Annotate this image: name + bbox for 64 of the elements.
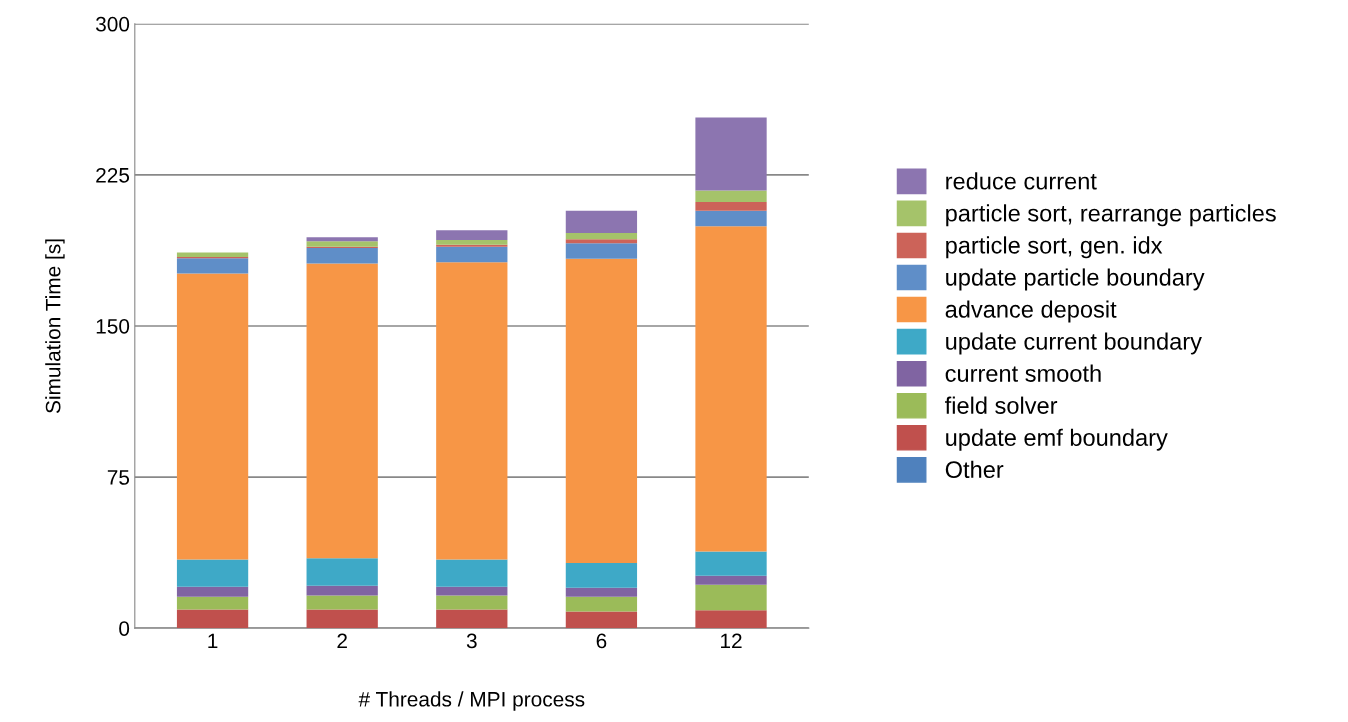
- bar: [565, 587, 638, 597]
- bar: [306, 609, 378, 629]
- bar: [436, 230, 508, 240]
- bar: [436, 262, 508, 560]
- bar: [565, 563, 638, 588]
- bar: [565, 258, 638, 564]
- bar: [695, 551, 767, 576]
- bar: [176, 258, 249, 274]
- x-axis-title: # Threads / MPI process: [358, 691, 585, 711]
- bar: [306, 558, 378, 586]
- bar: [306, 248, 378, 264]
- bar: [306, 263, 378, 559]
- x-tick-label: 6: [596, 633, 607, 649]
- bar: [436, 609, 508, 629]
- bar: [176, 559, 249, 587]
- bar: [306, 585, 378, 596]
- bar: [695, 584, 767, 611]
- bar: [565, 210, 638, 234]
- legend-label: advance deposit: [945, 300, 1117, 323]
- bar: [306, 237, 378, 242]
- legend-label: update particle boundary: [946, 268, 1205, 291]
- y-tick-label: 300: [95, 16, 130, 32]
- bar: [436, 559, 508, 587]
- legend-label: update current boundary: [946, 332, 1202, 355]
- bar: [695, 201, 767, 211]
- y-tick-label: 225: [96, 167, 130, 183]
- bar: [565, 243, 638, 259]
- bar: [176, 252, 249, 258]
- x-tick-label: 1: [208, 633, 218, 649]
- legend-label: update emf boundary: [946, 428, 1168, 451]
- legend-label: Other: [945, 460, 1004, 479]
- bar: [436, 246, 508, 263]
- bar: [695, 210, 767, 227]
- bar: [306, 595, 378, 610]
- x-tick-label: 12: [721, 633, 742, 649]
- bar: [695, 190, 767, 202]
- x-tick-label: 2: [337, 633, 347, 649]
- bar: [176, 273, 249, 560]
- bar: [176, 609, 249, 629]
- legend-label: current smooth: [945, 364, 1101, 382]
- y-axis-title: Simulation Time [s]: [45, 239, 65, 414]
- bar: [436, 586, 508, 596]
- y-tick-label: 75: [107, 470, 130, 485]
- bar: [306, 241, 378, 247]
- legend-label: particle sort, gen. idx: [946, 236, 1163, 259]
- legend-label: particle sort, rearrange particles: [946, 204, 1276, 227]
- bar: [565, 611, 638, 629]
- bar: [436, 239, 508, 245]
- y-tick-label: 0: [119, 621, 130, 636]
- bar: [176, 596, 249, 610]
- bar: [565, 596, 638, 612]
- bar: [565, 239, 638, 244]
- legend-label: reduce current: [946, 172, 1097, 190]
- bar: [436, 595, 508, 610]
- legend-label: field solver: [945, 396, 1058, 414]
- bar: [695, 117, 767, 191]
- bar: [565, 233, 638, 240]
- bar: [695, 575, 767, 585]
- bar: [436, 244, 508, 247]
- y-tick-label: 150: [96, 318, 130, 334]
- x-tick-label: 3: [466, 633, 477, 649]
- bar: [176, 586, 249, 597]
- bar: [695, 226, 767, 552]
- bar: [695, 610, 767, 629]
